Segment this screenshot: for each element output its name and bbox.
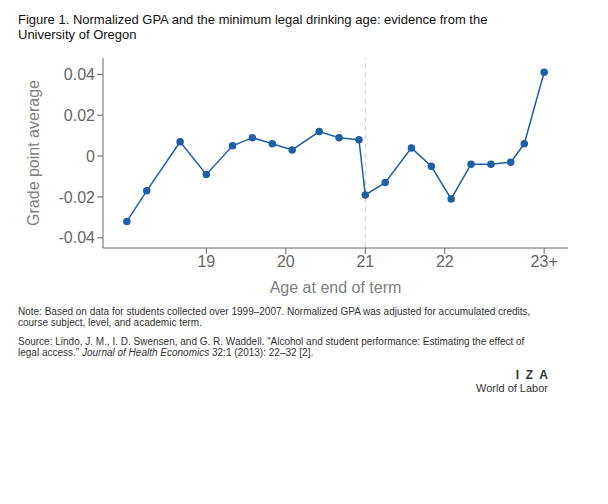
html-text:I Z A: I Z A — [515, 368, 548, 382]
svg-text:-0.04: -0.04 — [59, 229, 96, 246]
html-text:Source: Lindo, J. M., I. D. Sw: Source: Lindo, J. M., I. D. Swensen, and… — [18, 336, 525, 358]
svg-text:19: 19 — [197, 253, 215, 270]
svg-text:20: 20 — [277, 253, 295, 270]
svg-text:-0.02: -0.02 — [59, 189, 96, 206]
svg-text:0.04: 0.04 — [64, 66, 95, 83]
svg-text:22: 22 — [436, 253, 454, 270]
svg-text:Grade point average: Grade point average — [25, 80, 42, 226]
svg-text:0.02: 0.02 — [64, 107, 95, 124]
svg-text:Age at end of term: Age at end of term — [270, 279, 402, 296]
svg-text:23+: 23+ — [531, 253, 558, 270]
html-text:Note: Based on data for studen: Note: Based on data for students collect… — [18, 306, 531, 328]
svg-text:21: 21 — [356, 253, 374, 270]
html-text:Figure 1. Normalized GPA and t: Figure 1. Normalized GPA and the minimum… — [18, 12, 488, 42]
svg-text:0: 0 — [86, 148, 95, 165]
html-text:World of Labor: World of Labor — [476, 382, 548, 394]
